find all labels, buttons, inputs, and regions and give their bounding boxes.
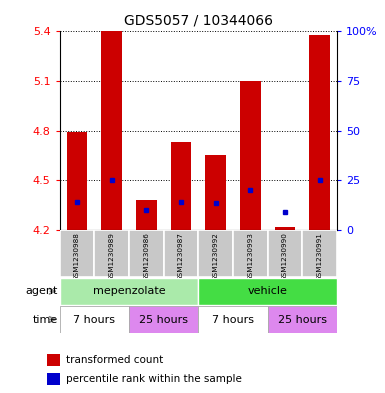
- Text: GSM1230991: GSM1230991: [316, 232, 323, 281]
- Bar: [47, 373, 60, 385]
- Text: GSM1230990: GSM1230990: [282, 232, 288, 281]
- Bar: [309, 35, 330, 230]
- Text: time: time: [32, 314, 58, 325]
- Text: GSM1230993: GSM1230993: [247, 232, 253, 281]
- Bar: [60, 278, 198, 305]
- Bar: [198, 278, 337, 305]
- Bar: [47, 354, 60, 366]
- Bar: [302, 230, 337, 277]
- Bar: [67, 132, 87, 230]
- Text: transformed count: transformed count: [66, 355, 164, 365]
- Bar: [233, 230, 268, 277]
- Bar: [268, 230, 302, 277]
- Text: mepenzolate: mepenzolate: [93, 286, 165, 296]
- Text: 7 hours: 7 hours: [73, 314, 116, 325]
- Bar: [268, 306, 337, 333]
- Text: 25 hours: 25 hours: [139, 314, 188, 325]
- Text: agent: agent: [25, 286, 58, 296]
- Bar: [94, 230, 129, 277]
- Bar: [205, 156, 226, 230]
- Text: 7 hours: 7 hours: [212, 314, 254, 325]
- Text: vehicle: vehicle: [248, 286, 288, 296]
- Title: GDS5057 / 10344066: GDS5057 / 10344066: [124, 13, 273, 28]
- Bar: [198, 230, 233, 277]
- Bar: [129, 230, 164, 277]
- Bar: [60, 306, 129, 333]
- Text: GSM1230989: GSM1230989: [109, 232, 115, 281]
- Bar: [240, 81, 261, 230]
- Bar: [164, 230, 198, 277]
- Bar: [198, 306, 268, 333]
- Text: GSM1230987: GSM1230987: [178, 232, 184, 281]
- Bar: [171, 142, 191, 230]
- Text: GSM1230986: GSM1230986: [143, 232, 149, 281]
- Bar: [60, 230, 94, 277]
- Text: 25 hours: 25 hours: [278, 314, 327, 325]
- Bar: [275, 227, 295, 230]
- Bar: [129, 306, 198, 333]
- Text: percentile rank within the sample: percentile rank within the sample: [66, 374, 242, 384]
- Text: GSM1230992: GSM1230992: [213, 232, 219, 281]
- Bar: [136, 200, 157, 230]
- Bar: [101, 31, 122, 230]
- Text: GSM1230988: GSM1230988: [74, 232, 80, 281]
